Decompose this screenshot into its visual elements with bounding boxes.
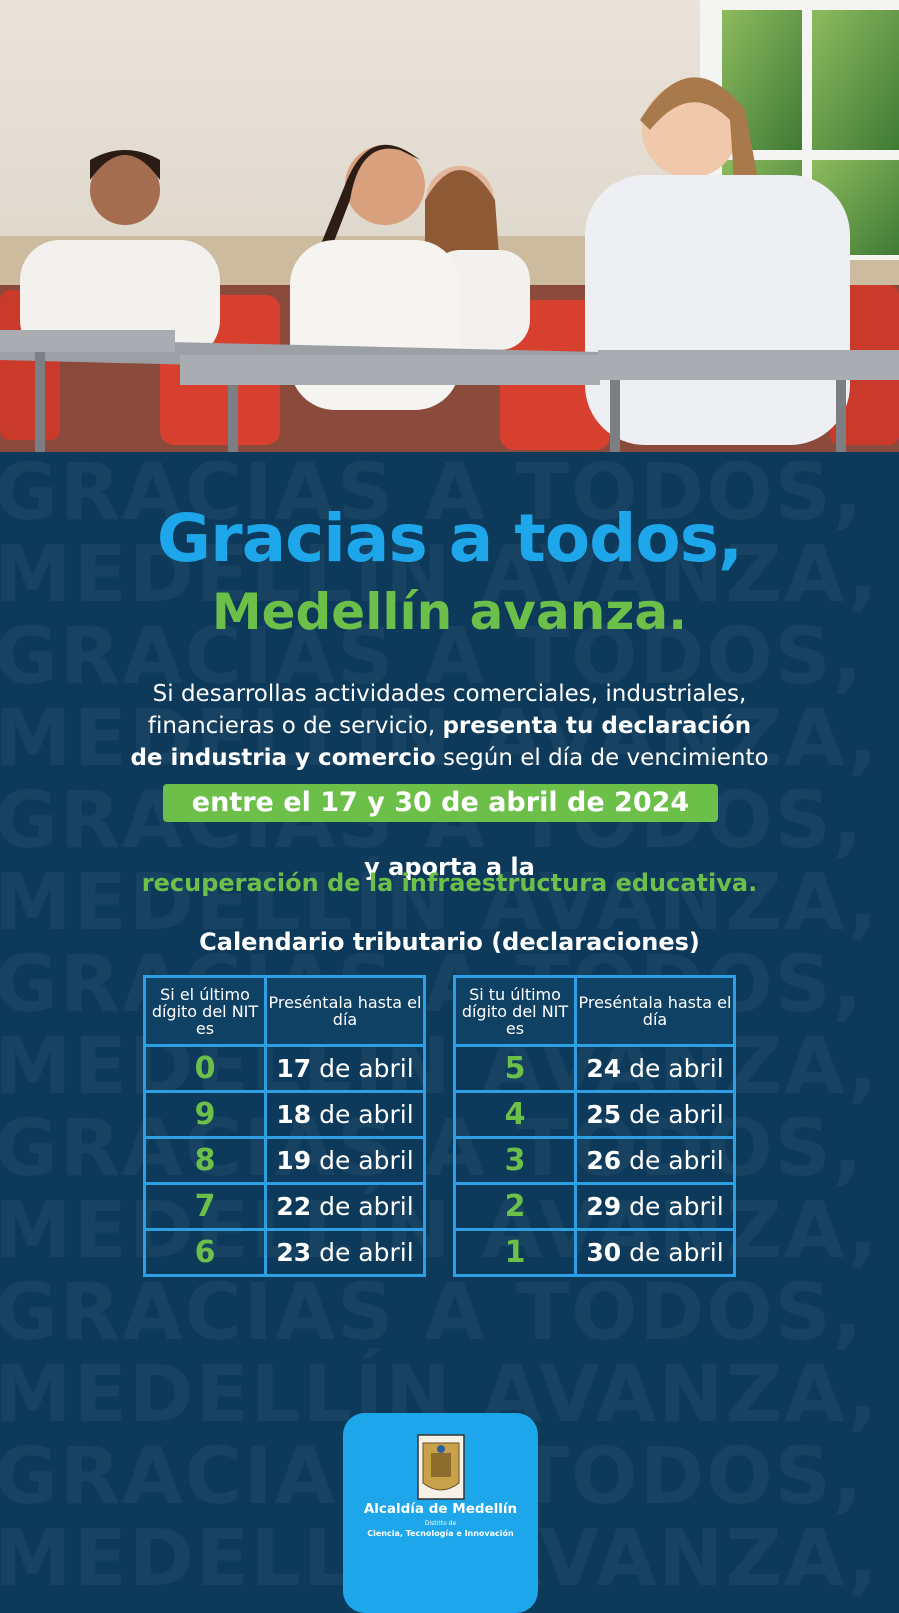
due-date: 17 de abril <box>264 1044 426 1093</box>
nit-digit: 0 <box>143 1044 267 1093</box>
due-month: de abril <box>629 1192 724 1221</box>
watermark: GRACIAS A TODOS,MEDELLÍN AVANZA,GRACIAS … <box>0 452 899 1600</box>
header-cell: Si el último dígito del NIT es <box>143 975 267 1047</box>
due-day: 25 <box>586 1100 622 1129</box>
due-day: 30 <box>586 1238 622 1267</box>
watermark-line: GRACIAS A TODOS, <box>0 452 899 534</box>
due-date: 24 de abril <box>574 1044 736 1093</box>
due-month: de abril <box>319 1238 414 1267</box>
logo-name: Alcaldía de Medellín <box>363 1501 518 1517</box>
watermark-line: GRACIAS A TODOS, <box>0 1108 899 1190</box>
due-month: de abril <box>319 1146 414 1175</box>
due-month: de abril <box>319 1192 414 1221</box>
due-date: 22 de abril <box>264 1182 426 1231</box>
due-month: de abril <box>629 1238 724 1267</box>
nit-digit: 9 <box>143 1090 267 1139</box>
watermark-line: MEDELLÍN AVANZA, <box>0 534 899 616</box>
watermark-line: GRACIAS A TODOS, <box>0 944 899 1026</box>
watermark-line: MEDELLÍN AVANZA, <box>0 862 899 944</box>
row: 8 19 de abril <box>143 1136 426 1185</box>
logo-sub: Ciencia, Tecnología e Innovación <box>367 1529 514 1538</box>
header-row: Si el último dígito del NIT es Preséntala… <box>143 975 426 1047</box>
watermark-line: MEDELLÍN AVANZA, <box>0 698 899 780</box>
heading-line: Medellín avanza. <box>211 583 688 641</box>
due-month: de abril <box>319 1100 414 1129</box>
row: 2 29 de abril <box>453 1182 736 1231</box>
intro-text: financieras o de servicio, <box>147 713 443 739</box>
due-day: 17 <box>276 1054 312 1083</box>
cta-line: recuperación de la infraestructura educa… <box>141 869 758 897</box>
due-date: 30 de abril <box>574 1228 736 1277</box>
nit-digit: 6 <box>143 1228 267 1277</box>
nit-digit: 5 <box>453 1044 577 1093</box>
watermark-line: GRACIAS A TODOS, <box>0 616 899 698</box>
due-day: 18 <box>276 1100 312 1129</box>
intro: Si desarrollas actividades comerciales, … <box>0 678 899 774</box>
due-month: de abril <box>629 1100 724 1129</box>
due-date: 26 de abril <box>574 1136 736 1185</box>
logo-badge: Alcaldía de Medellín Distrito de Ciencia… <box>343 1413 538 1613</box>
nit-digit: 7 <box>143 1182 267 1231</box>
date-highlight: entre el 17 y 30 de abril de 2024 <box>163 784 718 822</box>
due-month: de abril <box>629 1054 724 1083</box>
watermark-line: MEDELLÍN AVANZA, <box>0 1026 899 1108</box>
row: 6 23 de abril <box>143 1228 426 1277</box>
due-date: 18 de abril <box>264 1090 426 1139</box>
nit-digit: 2 <box>453 1182 577 1231</box>
nit-digit: 1 <box>453 1228 577 1277</box>
coat-of-arms <box>417 1434 465 1500</box>
intro-text: Si desarrollas actividades comerciales, … <box>152 681 747 707</box>
due-day: 22 <box>276 1192 312 1221</box>
header-row: Si tu último dígito del NIT es Preséntala… <box>453 975 736 1047</box>
heading-line: Gracias a todos, <box>156 500 743 577</box>
intro-line: financieras o de servicio, presenta tu d… <box>0 710 899 742</box>
header-cell: Preséntala hasta el día <box>574 975 736 1047</box>
calendar-table: Si el último dígito del NIT es Preséntala… <box>143 975 426 1277</box>
nit-digit: 8 <box>143 1136 267 1185</box>
nit-digit: 3 <box>453 1136 577 1185</box>
calendar-table: Si tu último dígito del NIT es Preséntala… <box>453 975 736 1277</box>
watermark-line: MEDELLÍN AVANZA, <box>0 1190 899 1272</box>
row: 7 22 de abril <box>143 1182 426 1231</box>
row: 3 26 de abril <box>453 1136 736 1185</box>
intro-text: presenta tu declaración <box>442 713 752 739</box>
due-month: de abril <box>629 1146 724 1175</box>
due-month: de abril <box>319 1054 414 1083</box>
header-cell: Si tu último dígito del NIT es <box>453 975 577 1047</box>
nit-digit: 4 <box>453 1090 577 1139</box>
due-date: 29 de abril <box>574 1182 736 1231</box>
header-cell: Preséntala hasta el día <box>264 975 426 1047</box>
row: 1 30 de abril <box>453 1228 736 1277</box>
due-day: 24 <box>586 1054 622 1083</box>
row: 0 17 de abril <box>143 1044 426 1093</box>
calendar-title: Calendario tributario (declaraciones) <box>199 928 700 956</box>
intro-text: de industria y comercio <box>130 745 436 771</box>
watermark-line: GRACIAS A TODOS, <box>0 1272 899 1354</box>
photo <box>0 0 899 452</box>
intro-text: según el día de vencimiento <box>435 745 769 771</box>
due-day: 19 <box>276 1146 312 1175</box>
row: 4 25 de abril <box>453 1090 736 1139</box>
logo-sub: Distrito de <box>424 1520 457 1527</box>
row: 5 24 de abril <box>453 1044 736 1093</box>
due-date: 19 de abril <box>264 1136 426 1185</box>
row: 9 18 de abril <box>143 1090 426 1139</box>
due-day: 29 <box>586 1192 622 1221</box>
due-date: 23 de abril <box>264 1228 426 1277</box>
due-day: 23 <box>276 1238 312 1267</box>
intro-line: Si desarrollas actividades comerciales, … <box>0 678 899 710</box>
intro-line: de industria y comercio según el día de … <box>0 742 899 774</box>
due-date: 25 de abril <box>574 1090 736 1139</box>
cta-line: y aporta a la <box>364 853 535 881</box>
due-day: 26 <box>586 1146 622 1175</box>
